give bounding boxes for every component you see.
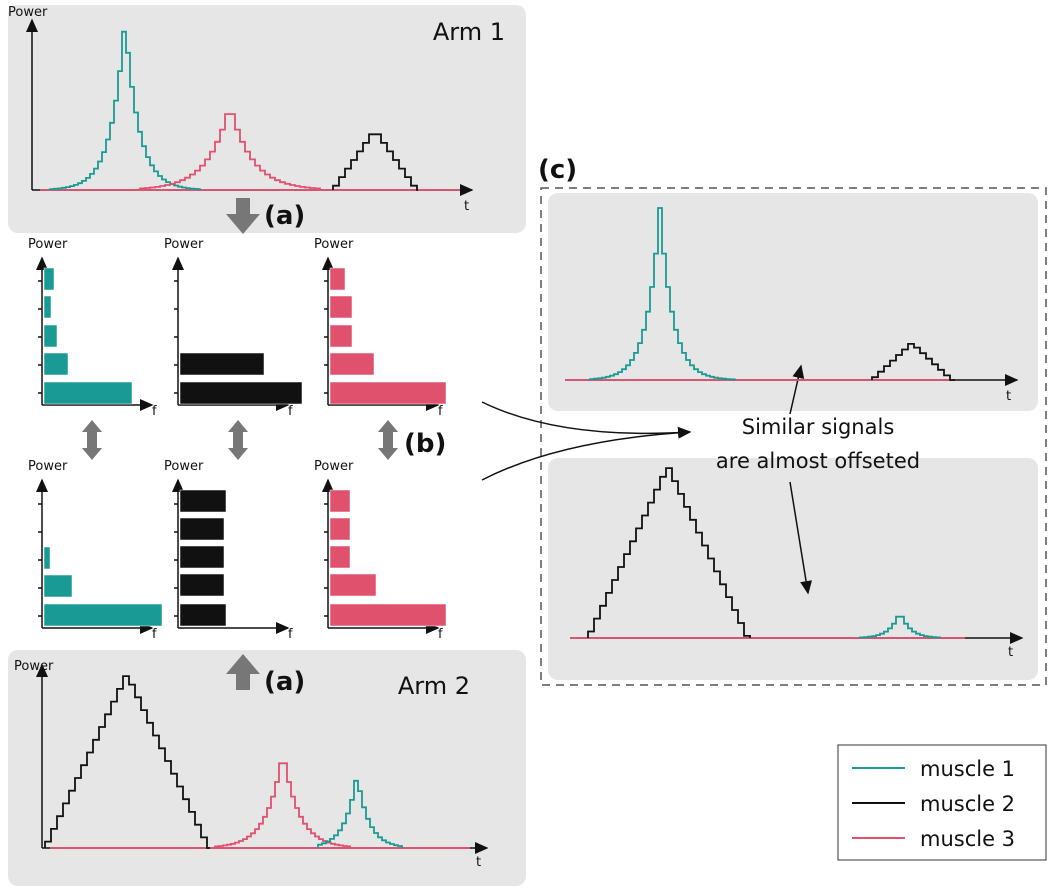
signal	[589, 207, 736, 381]
axis-label: Power	[164, 237, 204, 252]
bar	[179, 545, 225, 569]
annotation: are almost offseted	[716, 449, 920, 473]
signal	[214, 762, 351, 848]
axis-label: f	[152, 404, 157, 419]
axis-label: t	[1006, 389, 1011, 404]
double-arrow	[228, 420, 248, 460]
double-arrow	[82, 420, 102, 460]
panel-label: (c)	[538, 155, 577, 185]
annotation: Similar signals	[742, 415, 895, 439]
axis-label: f	[438, 627, 443, 642]
axis-label: Power	[28, 459, 68, 474]
bar	[43, 381, 133, 405]
axis-label: f	[152, 627, 157, 642]
pointer	[481, 431, 691, 481]
signal	[587, 467, 751, 638]
axis-label: Power	[28, 237, 68, 252]
legend-label: muscle 3	[920, 827, 1015, 851]
panel-c-bottom	[548, 458, 1038, 680]
signal	[317, 779, 403, 848]
bar	[329, 545, 351, 569]
signal	[44, 675, 210, 849]
axis-label: t	[476, 855, 481, 870]
canvas: Power t Arm 1 Power t Arm 2 (a) (a) (b) …	[8, 5, 1047, 886]
arm-label: Arm 2	[398, 672, 470, 700]
axis-label: Power	[164, 459, 204, 474]
bar	[329, 603, 447, 627]
bar	[329, 517, 351, 541]
axis-label: t	[464, 199, 469, 214]
bar	[179, 573, 225, 597]
bar	[329, 324, 353, 348]
bar	[179, 517, 225, 541]
arm1-panel	[8, 5, 526, 233]
bar	[329, 573, 377, 597]
bar	[329, 267, 346, 291]
signal	[871, 343, 955, 381]
bar	[329, 295, 353, 319]
arrow-label: (b)	[404, 429, 446, 459]
axis-label: Power	[314, 459, 354, 474]
bar	[43, 352, 69, 376]
panel-c-top	[548, 193, 1038, 411]
pointer	[789, 481, 813, 595]
bar	[43, 546, 51, 570]
axis-label: t	[1008, 645, 1013, 660]
arrow-label: (a)	[264, 201, 305, 231]
bar	[329, 381, 447, 405]
axis-label: Power	[14, 659, 54, 674]
axis-label: Power	[8, 5, 48, 20]
panel-c-frame	[540, 187, 1047, 686]
signal	[859, 615, 941, 639]
axis-label: Power	[314, 237, 354, 252]
pointer	[789, 364, 805, 415]
bar	[43, 295, 52, 319]
signal	[49, 30, 201, 191]
legend-label: muscle 2	[920, 792, 1015, 816]
arrow-label: (a)	[264, 667, 305, 697]
bar	[43, 324, 58, 348]
axis-label: f	[288, 627, 293, 642]
bar	[329, 489, 351, 513]
bar	[43, 603, 163, 627]
bar	[179, 352, 265, 376]
bar	[179, 603, 227, 627]
signal	[332, 133, 418, 191]
axis-label: f	[438, 404, 443, 419]
bar	[179, 381, 303, 405]
signal	[139, 113, 321, 190]
arrow-down	[226, 198, 260, 234]
bar	[179, 489, 227, 513]
arm-label: Arm 1	[433, 18, 505, 46]
double-arrow	[378, 420, 398, 460]
legend-label: muscle 1	[920, 757, 1015, 781]
bar	[43, 267, 55, 291]
axis-label: f	[288, 404, 293, 419]
pointer	[481, 401, 692, 439]
bar	[43, 574, 73, 598]
arrow-up	[226, 654, 260, 690]
bar	[329, 352, 375, 376]
arm2-panel	[8, 650, 526, 886]
